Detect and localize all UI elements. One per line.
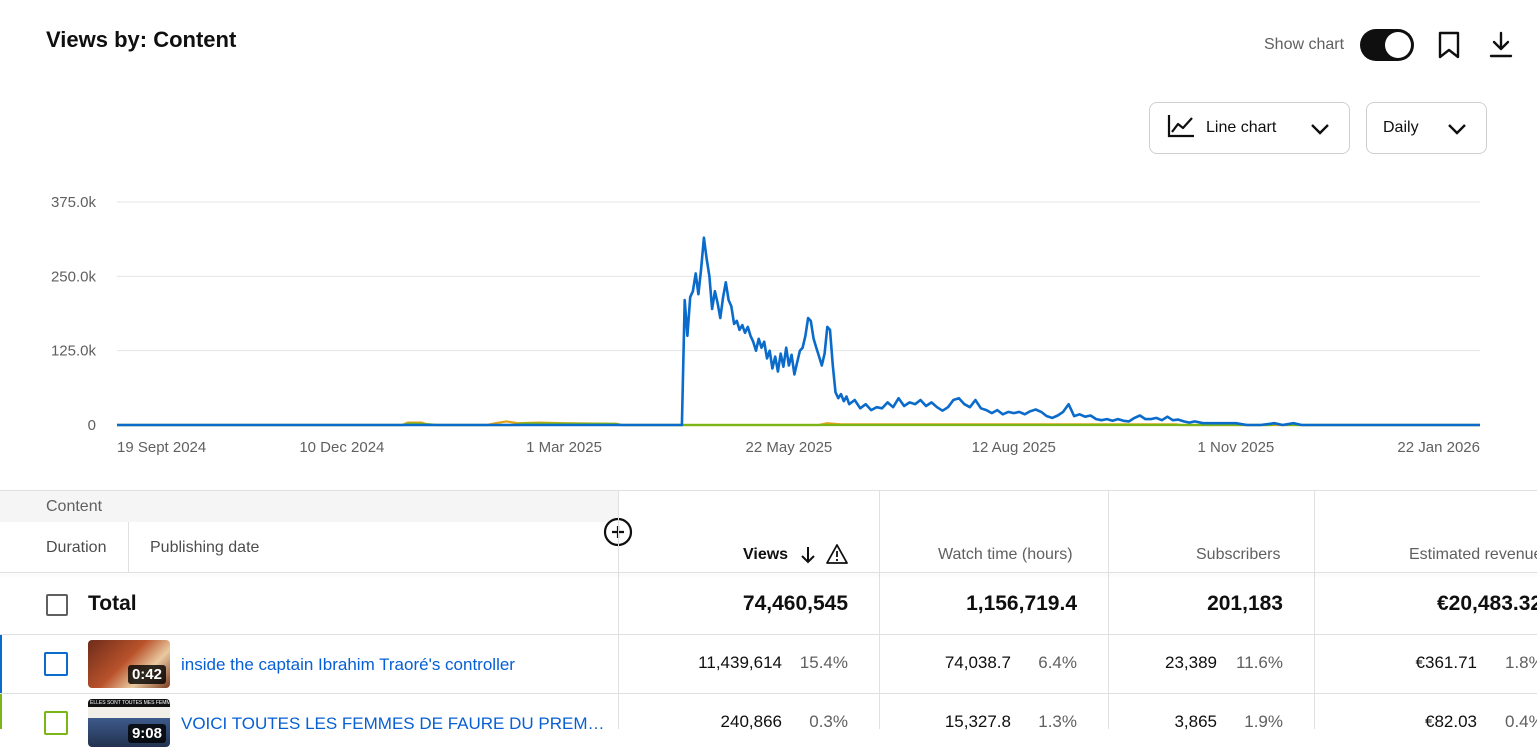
y-tick-label: 125.0k (51, 343, 97, 360)
header-divider (0, 572, 1537, 573)
total-views: 74,460,545 (742, 592, 848, 615)
row-views: 240,866 (720, 712, 782, 731)
video-thumbnail[interactable]: 0:42 (88, 640, 170, 688)
thumbnail-caption: ELLES SONT TOUTES MES FEMMES (90, 700, 170, 706)
arrow-down-icon[interactable] (798, 544, 818, 571)
bookmark-icon[interactable] (1433, 29, 1465, 61)
series-line-video-1[interactable] (117, 236, 1480, 427)
row-revenue: €361.71 (1415, 653, 1477, 672)
duration-badge: 0:42 (127, 665, 166, 684)
chevron-down-icon (1446, 119, 1468, 144)
line-chart-icon (1166, 113, 1196, 144)
content-header-bg (0, 491, 618, 522)
chart-type-dropdown[interactable]: Line chart (1149, 102, 1350, 154)
video-title-link[interactable]: inside the captain Ibrahim Traoré's cont… (181, 655, 515, 674)
show-chart-toggle[interactable] (1360, 29, 1414, 61)
show-chart-label: Show chart (1264, 36, 1345, 53)
page-title: Views by: Content (46, 27, 237, 52)
col-divider (1108, 491, 1109, 729)
header-views[interactable]: Views (743, 546, 789, 563)
row-views: 11,439,614 (698, 653, 782, 672)
x-tick-label: 1 Mar 2025 (526, 439, 602, 456)
chart-type-label: Line chart (1206, 119, 1277, 136)
header-content: Content (46, 498, 103, 515)
header-subscribers[interactable]: Subscribers (1196, 546, 1281, 563)
header-revenue[interactable]: Estimated revenue (1409, 546, 1537, 563)
toggle-knob (1385, 32, 1411, 58)
row-subscribers: 23,389 (1165, 653, 1217, 672)
y-tick-label: 0 (88, 417, 96, 434)
row-divider (0, 634, 1537, 635)
views-line-chart[interactable]: 375.0k 250.0k 125.0k 0 19 Sept 2024 10 Dec 20… (0, 180, 1537, 480)
row-subs-pct: 11.6% (1236, 653, 1283, 672)
x-tick-label: 12 Aug 2025 (972, 439, 1056, 456)
x-tick-label: 1 Nov 2025 (1198, 439, 1275, 456)
row-revenue-pct: 0.4% (1505, 712, 1537, 731)
period-dropdown[interactable]: Daily (1366, 102, 1487, 154)
download-icon[interactable] (1485, 29, 1517, 61)
row-views-pct: 15.4% (799, 653, 848, 672)
x-tick-label: 10 Dec 2024 (299, 439, 384, 456)
header-watch-time[interactable]: Watch time (hours) (938, 546, 1073, 563)
row-watch-pct: 1.3% (1038, 712, 1077, 731)
row-color-accent (0, 635, 2, 693)
row-watch-time: 15,327.8 (944, 712, 1011, 731)
x-tick-label: 22 Jan 2026 (1397, 439, 1480, 456)
x-tick-label: 19 Sept 2024 (117, 439, 206, 456)
row-checkbox[interactable] (44, 711, 68, 735)
header-duration[interactable]: Duration (46, 539, 107, 556)
x-tick-label: 22 May 2025 (746, 439, 833, 456)
table-divider (0, 490, 1537, 491)
chevron-down-icon (1309, 119, 1331, 144)
row-checkbox[interactable] (44, 652, 68, 676)
col-divider (879, 491, 880, 729)
y-tick-label: 375.0k (51, 194, 97, 211)
select-all-checkbox[interactable] (46, 594, 68, 616)
warning-icon[interactable] (825, 543, 849, 570)
total-subscribers: 201,183 (1207, 592, 1283, 615)
row-views-pct: 0.3% (809, 712, 848, 731)
video-thumbnail[interactable]: ELLES SONT TOUTES MES FEMMES 9:08 (88, 699, 170, 747)
row-revenue-pct: 1.8% (1505, 653, 1537, 672)
row-watch-time: 74,038.7 (944, 653, 1011, 672)
row-subs-pct: 1.9% (1244, 712, 1283, 731)
row-revenue: €82.03 (1425, 712, 1477, 731)
row-divider (0, 693, 1537, 694)
total-label: Total (88, 592, 137, 615)
row-watch-pct: 6.4% (1038, 653, 1077, 672)
y-tick-label: 250.0k (51, 268, 97, 285)
row-subscribers: 3,865 (1174, 712, 1217, 731)
video-title-link[interactable]: VOICI TOUTES LES FEMMES DE FAURE DU PREM… (181, 714, 605, 733)
total-watch-time: 1,156,719.4 (966, 592, 1077, 615)
col-divider (1314, 491, 1315, 729)
duration-badge: 9:08 (127, 724, 166, 743)
header-publishing-date[interactable]: Publishing date (150, 539, 260, 556)
total-revenue: €20,483.32 (1437, 592, 1537, 615)
period-label: Daily (1383, 119, 1419, 136)
col-divider (618, 491, 619, 729)
row-color-accent (0, 694, 2, 729)
col-divider (128, 522, 129, 572)
